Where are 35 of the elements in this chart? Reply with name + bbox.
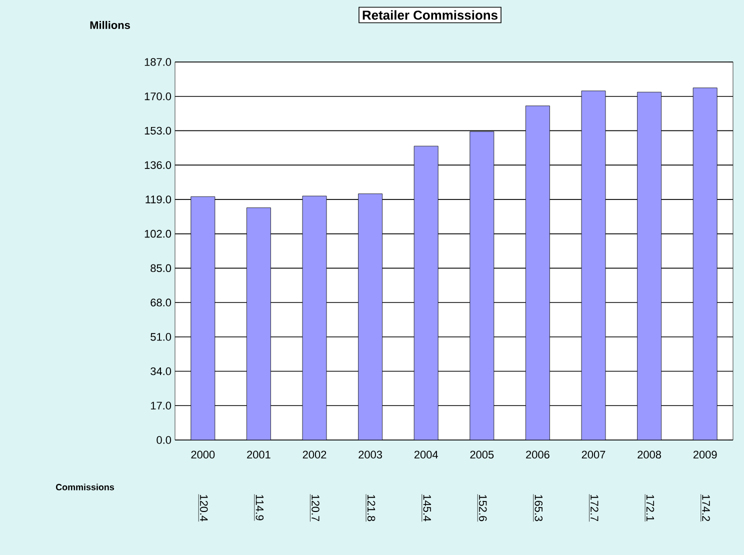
- y-tick-label: 170.0: [144, 92, 172, 100]
- y-tick-label: 68.0: [150, 298, 172, 306]
- data-label: 121.8: [367, 495, 376, 522]
- y-tick-label: 187.0: [144, 58, 172, 66]
- x-tick-label: 2008: [638, 450, 662, 459]
- y-tick-label: 136.0: [144, 161, 172, 169]
- data-label: 114.9: [256, 495, 264, 520]
- y-tick-label: 85.0: [150, 264, 172, 272]
- chart-title: Retailer Commissions: [362, 10, 498, 20]
- data-label: 145.4: [423, 495, 431, 522]
- text: Commissions: [56, 484, 114, 490]
- y-tick-label: 0.0: [156, 436, 172, 444]
- y-tick-label: 51.0: [150, 333, 172, 341]
- x-tick-label: 2004: [414, 450, 438, 459]
- data-label: 174.2: [702, 495, 710, 522]
- x-tick-label: 2005: [470, 450, 494, 459]
- data-label: 172.1: [646, 495, 654, 522]
- data-label: 120.7: [312, 495, 320, 522]
- y-tick-label: 34.0: [150, 367, 172, 376]
- y-tick-label: 102.0: [144, 230, 172, 238]
- y-tick-label: 119.0: [146, 196, 172, 204]
- x-tick-label: 2009: [693, 450, 717, 459]
- x-tick-label: 2001: [247, 450, 270, 459]
- x-tick-label: 2000: [191, 450, 215, 459]
- y-tick-label: 153.0: [144, 126, 172, 135]
- x-tick-label: 2007: [582, 450, 606, 459]
- y-tick-label: 17.0: [150, 402, 172, 410]
- data-label: 172.7: [590, 495, 598, 522]
- x-tick-label: 2002: [302, 450, 326, 459]
- data-label: 152.6: [479, 495, 487, 522]
- y-axis-title: Millions: [90, 20, 130, 30]
- x-tick-label: 2003: [358, 450, 382, 459]
- data-label: 165.3: [534, 495, 543, 522]
- x-tick-label: 2006: [526, 450, 550, 459]
- data-label: 120.4: [200, 495, 208, 522]
